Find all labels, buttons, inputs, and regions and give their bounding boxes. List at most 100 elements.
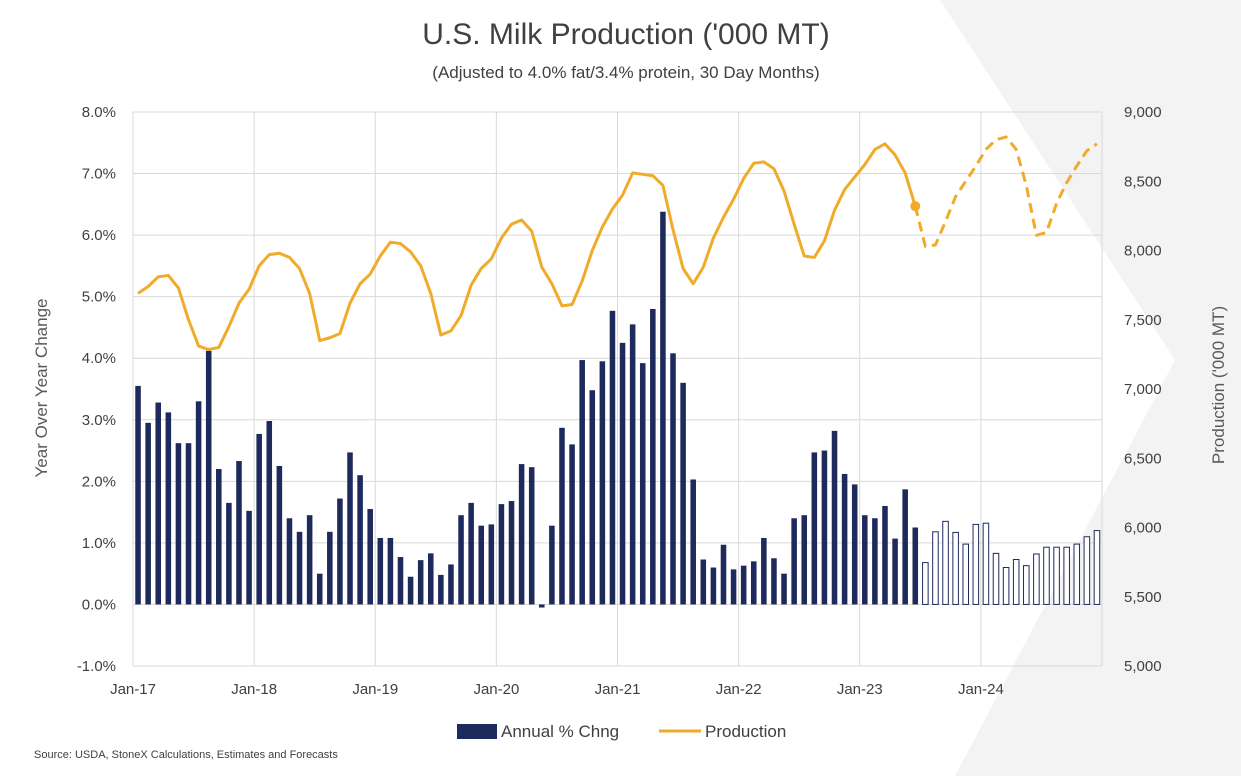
legend-bar-label: Annual % Chng — [501, 722, 619, 741]
bar-actual — [539, 604, 545, 608]
bar-actual — [599, 361, 606, 605]
bar-forecast — [932, 531, 939, 605]
bar-actual — [549, 525, 555, 605]
bar-actual — [720, 544, 727, 605]
bar-actual — [892, 538, 898, 605]
bar-forecast — [922, 562, 929, 605]
bar-actual — [256, 433, 262, 605]
bar-actual — [448, 564, 454, 605]
right-axis-title: Production ('000 MT) — [1209, 306, 1228, 464]
line-series — [137, 135, 1098, 352]
bar-actual — [670, 353, 676, 605]
bar-forecast — [1063, 546, 1070, 605]
bar-actual — [589, 390, 596, 605]
right-tick-label: 6,500 — [1124, 450, 1162, 467]
bar-actual — [266, 421, 273, 605]
bar-actual — [750, 561, 757, 605]
bar-actual — [629, 324, 636, 605]
bar-actual — [781, 573, 787, 605]
bar-actual — [458, 515, 464, 605]
x-tick-label: Jan-23 — [837, 681, 883, 698]
bar-forecast — [982, 522, 990, 605]
bar-actual — [246, 510, 252, 605]
bar-forecast — [1033, 553, 1040, 605]
right-axis-tick-labels: 5,000 5,500 6,000 6,500 7,000 7,500 8,000 8,500… — [1124, 104, 1162, 675]
bar-actual — [508, 501, 515, 605]
bar-actual — [347, 452, 353, 605]
bar-actual — [357, 475, 363, 605]
bar-actual — [417, 560, 424, 605]
bar-actual — [862, 515, 868, 605]
bar-actual — [387, 537, 394, 605]
left-tick-label: 1.0% — [82, 535, 116, 552]
bar-actual — [296, 531, 303, 605]
bar-actual — [135, 385, 141, 605]
bar-actual — [195, 401, 202, 605]
bar-actual — [912, 527, 919, 605]
x-tick-label: Jan-17 — [110, 681, 156, 698]
right-tick-label: 7,000 — [1124, 381, 1162, 398]
bar-actual — [680, 382, 686, 605]
bar-actual — [559, 427, 565, 605]
left-axis-tick-labels: -1.0% 0.0% 1.0% 2.0% 3.0% 4.0% 5.0% 6.0% 7.0% 8.0… — [77, 104, 116, 675]
production-line-actual — [137, 142, 917, 352]
bar-actual — [528, 467, 535, 605]
bar-forecast — [952, 531, 959, 605]
bar-actual — [821, 450, 828, 605]
bar-actual — [276, 465, 283, 605]
bar-actual — [205, 350, 212, 605]
right-tick-label: 6,000 — [1124, 520, 1162, 537]
bar-actual — [145, 422, 151, 605]
bar-actual — [216, 469, 222, 605]
bar-forecast — [942, 520, 949, 605]
bar-actual — [498, 504, 505, 605]
legend: Annual % Chng Production — [457, 722, 786, 741]
bar-forecast — [972, 523, 980, 605]
bar-actual — [488, 524, 495, 605]
bar-actual — [438, 574, 444, 605]
chart-title: U.S. Milk Production ('000 MT) — [422, 18, 830, 51]
x-tick-label: Jan-24 — [958, 681, 1004, 698]
bar-actual — [811, 452, 818, 605]
bar-actual — [740, 565, 747, 605]
right-tick-label: 9,000 — [1124, 104, 1162, 121]
left-tick-label: 8.0% — [82, 104, 116, 121]
left-tick-label: -1.0% — [77, 658, 116, 675]
bar-forecast — [992, 552, 1000, 605]
bar-actual — [902, 489, 908, 605]
bar-actual — [841, 473, 848, 605]
bar-actual — [619, 342, 626, 605]
x-tick-label: Jan-21 — [595, 681, 641, 698]
bar-actual — [226, 502, 232, 605]
source-note: Source: USDA, StoneX Calculations, Estim… — [34, 749, 338, 761]
bar-actual — [771, 558, 777, 605]
bar-forecast — [1002, 567, 1010, 605]
chart-subtitle: (Adjusted to 4.0% fat/3.4% protein, 30 D… — [432, 63, 819, 82]
bar-actual — [175, 443, 182, 605]
bar-actual — [609, 310, 616, 605]
bar-actual — [660, 211, 666, 605]
legend-bar-swatch — [457, 724, 497, 739]
left-tick-label: 7.0% — [82, 166, 116, 183]
bar-actual — [730, 569, 737, 605]
bar-actual — [165, 412, 172, 605]
bar-actual — [831, 430, 838, 605]
bar-forecast — [1093, 530, 1101, 605]
bar-actual — [761, 537, 767, 605]
bar-actual — [397, 557, 404, 605]
right-tick-label: 5,000 — [1124, 658, 1162, 675]
bar-forecast — [1053, 546, 1060, 605]
left-tick-label: 3.0% — [82, 412, 116, 429]
x-tick-label: Jan-20 — [473, 681, 519, 698]
bar-actual — [851, 484, 858, 605]
bar-actual — [710, 567, 717, 605]
x-tick-label: Jan-22 — [716, 681, 762, 698]
bar-actual — [185, 443, 192, 605]
bar-actual — [478, 525, 485, 605]
gridlines — [132, 111, 1103, 667]
bar-actual — [367, 509, 373, 605]
forecast-start-marker — [910, 201, 921, 212]
right-tick-label: 8,500 — [1124, 173, 1162, 190]
bar-actual — [236, 461, 242, 605]
left-tick-label: 0.0% — [82, 596, 116, 613]
